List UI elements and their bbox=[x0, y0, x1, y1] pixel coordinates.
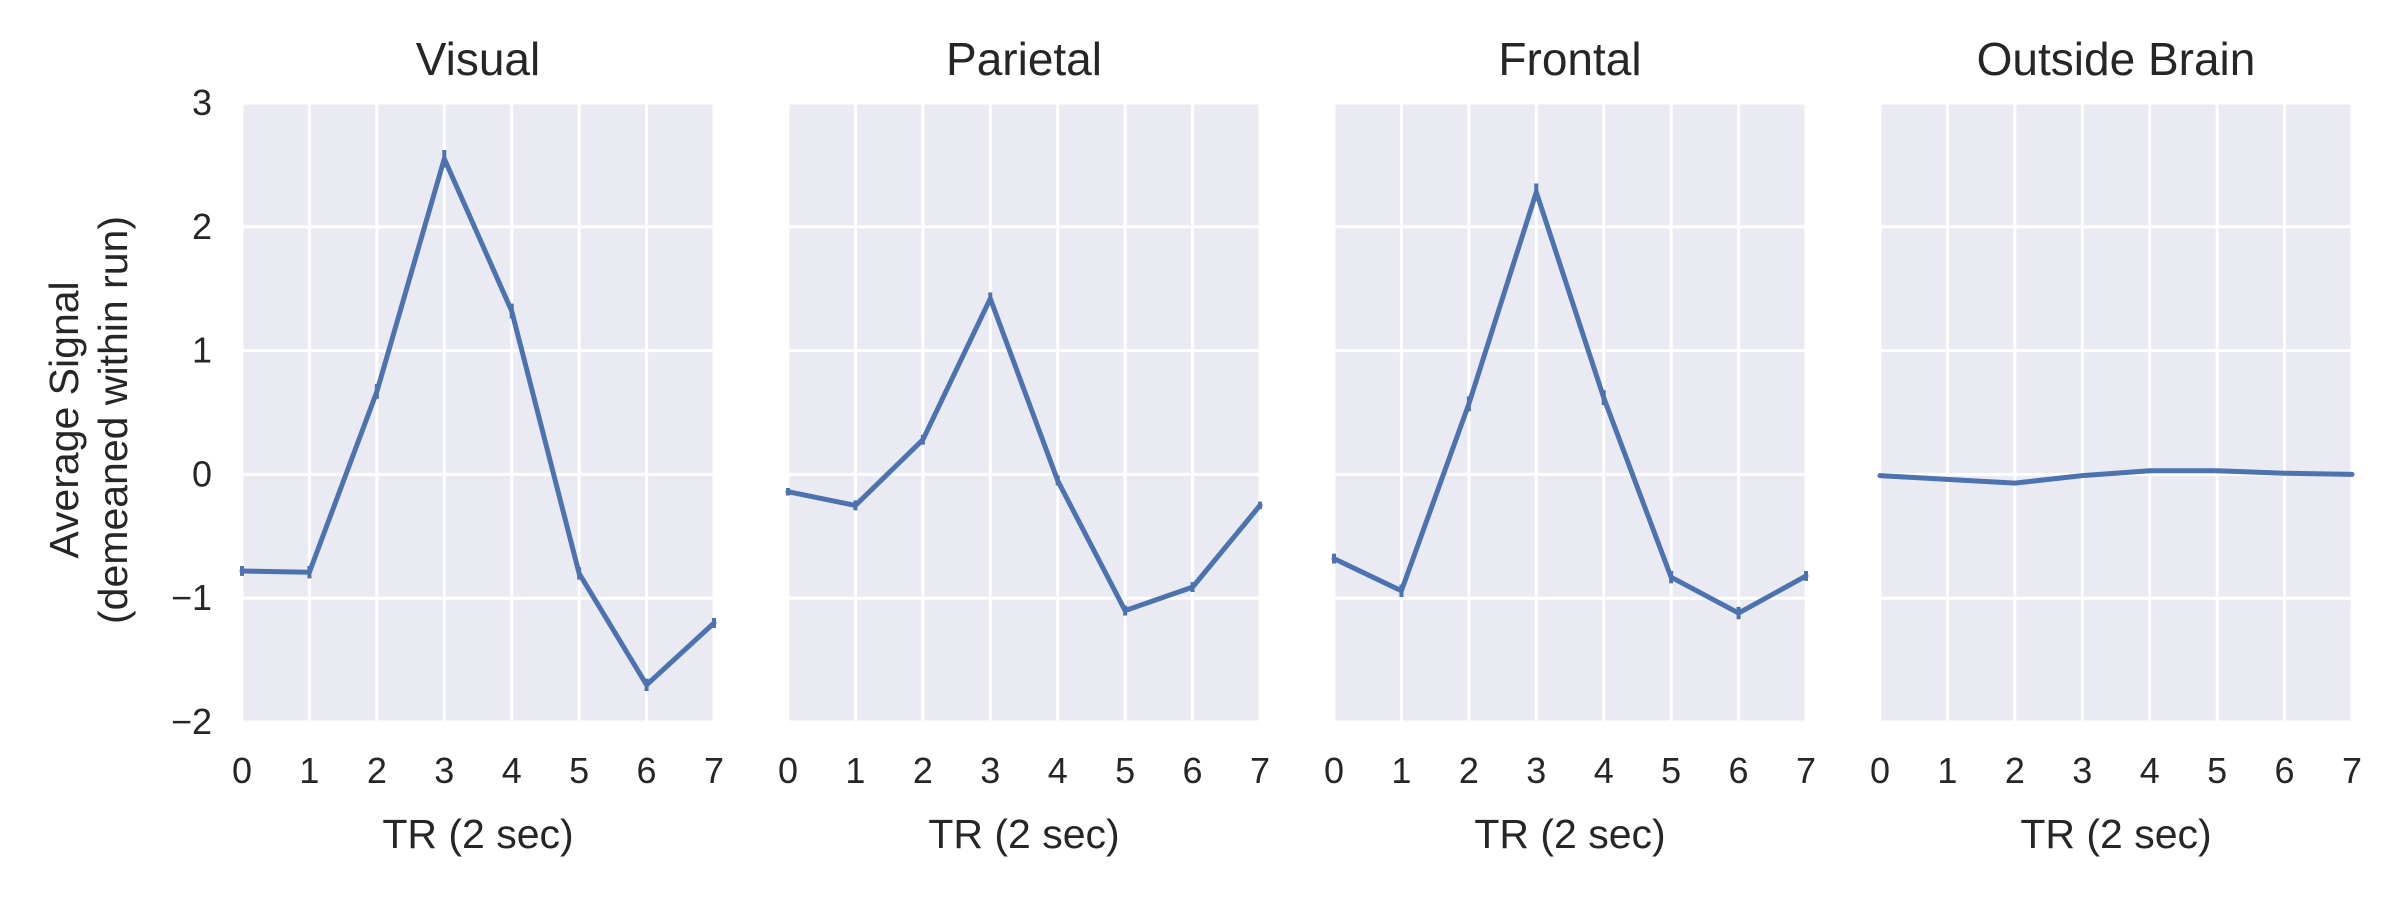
panel-title: Frontal bbox=[1498, 33, 1641, 85]
y-tick-label: −2 bbox=[171, 701, 212, 742]
x-tick-label: 5 bbox=[1661, 750, 1681, 791]
series-line-visual bbox=[239, 156, 717, 688]
x-tick-label: 2 bbox=[913, 750, 933, 791]
panel-outside-brain: Outside Brain 0 1 2 3 4 5 6 7 TR (2 sec) bbox=[1870, 33, 2362, 857]
y-tick-label: 2 bbox=[192, 206, 212, 247]
panel-background bbox=[788, 103, 1260, 722]
x-axis-label: TR (2 sec) bbox=[928, 811, 1119, 857]
x-tick-label: 2 bbox=[2005, 750, 2025, 791]
x-tick-label: 7 bbox=[1250, 750, 1270, 791]
x-tick-label: 2 bbox=[367, 750, 387, 791]
panel-frontal: Frontal 0 1 2 3 4 5 6 7 TR (2 sec) bbox=[1324, 33, 1816, 857]
x-tick-label: 0 bbox=[778, 750, 798, 791]
x-tick-label: 4 bbox=[1594, 750, 1614, 791]
panel-background bbox=[1880, 103, 2352, 722]
series-line-outside-brain bbox=[1877, 468, 2355, 486]
panel-background bbox=[1334, 103, 1806, 722]
panel-title: Parietal bbox=[946, 33, 1102, 85]
x-tick-label: 6 bbox=[2275, 750, 2295, 791]
x-tick-label: 3 bbox=[434, 750, 454, 791]
x-tick-label: 0 bbox=[1324, 750, 1344, 791]
x-tick-label: 4 bbox=[2140, 750, 2160, 791]
x-tick-label: 5 bbox=[569, 750, 589, 791]
x-axis-label: TR (2 sec) bbox=[382, 811, 573, 857]
y-tick-label: −1 bbox=[171, 577, 212, 618]
x-tick-label: 7 bbox=[2342, 750, 2362, 791]
panel-parietal: Parietal 0 1 2 3 4 5 6 7 TR (2 sec) bbox=[778, 33, 1270, 857]
x-axis-label: TR (2 sec) bbox=[2020, 811, 2211, 857]
y-tick-label: 3 bbox=[192, 82, 212, 123]
y-axis-label-line1: Average Signal bbox=[41, 281, 87, 558]
x-tick-label: 7 bbox=[1796, 750, 1816, 791]
y-tick-label: 1 bbox=[192, 330, 212, 371]
panel-background bbox=[242, 103, 714, 722]
x-tick-label: 1 bbox=[1937, 750, 1957, 791]
x-tick-label: 0 bbox=[1870, 750, 1890, 791]
x-tick-label: 1 bbox=[1391, 750, 1411, 791]
x-tick-label: 4 bbox=[1048, 750, 1068, 791]
panel-visual: Visual 0 1 2 3 4 5 6 7 TR (2 sec) 3 2 1 0 −1 −2 bbox=[171, 33, 724, 857]
x-tick-label: 7 bbox=[704, 750, 724, 791]
series-line-frontal bbox=[1331, 189, 1809, 616]
panel-title: Outside Brain bbox=[1977, 33, 2256, 85]
y-tick-label: 0 bbox=[192, 453, 212, 494]
panels: Visual 0 1 2 3 4 5 6 7 TR (2 sec) 3 2 1 0 −1 −2 Parietal… bbox=[171, 33, 2362, 857]
x-tick-label: 1 bbox=[845, 750, 865, 791]
x-tick-label: 3 bbox=[1526, 750, 1546, 791]
y-axis-label-line2: (demeaned within run) bbox=[90, 216, 136, 624]
x-tick-label: 3 bbox=[980, 750, 1000, 791]
series-line-parietal bbox=[785, 296, 1263, 614]
x-tick-label: 5 bbox=[2207, 750, 2227, 791]
x-tick-label: 6 bbox=[1729, 750, 1749, 791]
x-tick-label: 1 bbox=[299, 750, 319, 791]
x-tick-label: 3 bbox=[2072, 750, 2092, 791]
x-tick-label: 6 bbox=[1183, 750, 1203, 791]
panel-title: Visual bbox=[416, 33, 540, 85]
x-axis-label: TR (2 sec) bbox=[1474, 811, 1665, 857]
x-tick-label: 4 bbox=[502, 750, 522, 791]
x-tick-label: 6 bbox=[637, 750, 657, 791]
x-tick-label: 0 bbox=[232, 750, 252, 791]
x-tick-label: 2 bbox=[1459, 750, 1479, 791]
x-tick-label: 5 bbox=[1115, 750, 1135, 791]
